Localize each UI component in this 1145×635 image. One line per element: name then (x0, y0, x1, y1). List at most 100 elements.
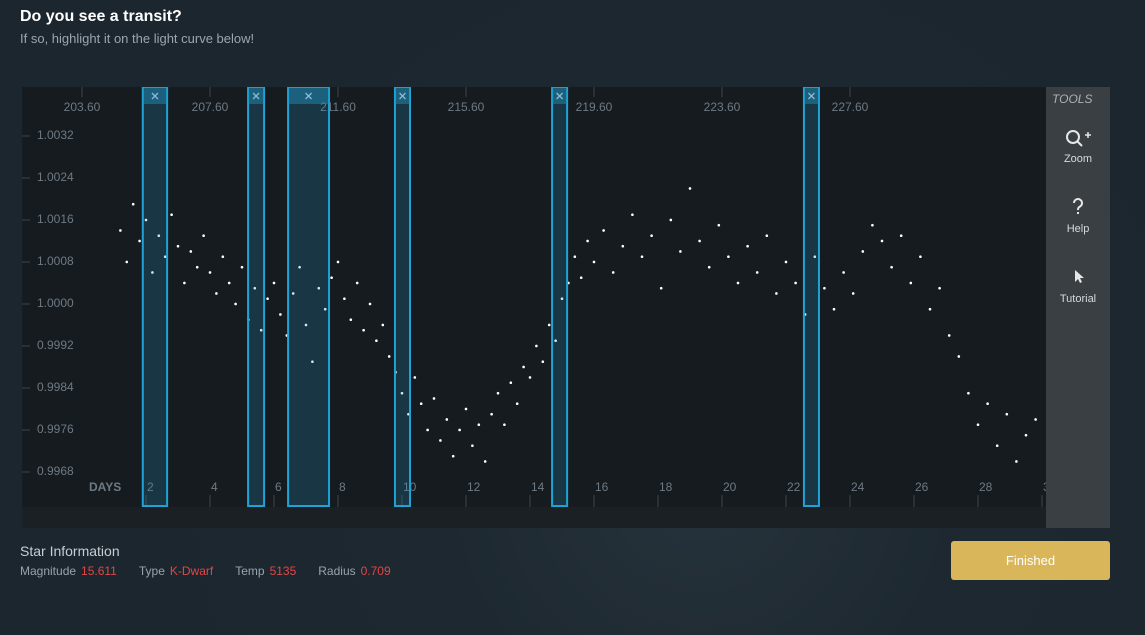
data-point (426, 428, 429, 432)
y-tick-label: 0.9976 (37, 422, 74, 436)
highlight-box (551, 87, 569, 507)
data-point (131, 202, 135, 206)
data-point (490, 412, 493, 416)
data-point (554, 339, 557, 343)
transit-highlight[interactable] (287, 87, 331, 507)
zoom-tool[interactable]: Zoom (1064, 130, 1092, 165)
transit-highlight[interactable] (247, 87, 266, 507)
data-point (611, 271, 615, 274)
field-label: Magnitude (20, 564, 77, 578)
data-point (947, 334, 951, 337)
data-point (259, 328, 263, 332)
data-point (413, 376, 417, 379)
field-label: Radius (318, 564, 356, 578)
data-point (640, 255, 644, 259)
y-tick-label: 1.0008 (37, 254, 74, 268)
finished-button[interactable]: Finished (951, 541, 1110, 580)
data-point (266, 297, 269, 301)
transit-highlight[interactable] (393, 87, 411, 507)
data-point (679, 250, 682, 253)
x2-tick-label: 227.60 (832, 100, 869, 114)
remove-icon (807, 92, 815, 100)
help-tool[interactable]: Help (1067, 198, 1090, 235)
data-point (234, 302, 237, 306)
data-point (823, 286, 826, 290)
tool-label: Zoom (1064, 153, 1092, 165)
data-point (528, 376, 532, 379)
title: Do you see a transit? (20, 8, 182, 25)
data-point (880, 239, 884, 243)
x-tick-label: 4 (211, 480, 218, 494)
data-point (317, 286, 321, 290)
x-tick-label: 18 (659, 480, 673, 494)
data-point (967, 391, 970, 395)
data-point (368, 302, 372, 306)
data-point (215, 292, 218, 295)
data-point (890, 265, 893, 269)
transit-highlight[interactable] (551, 87, 569, 507)
x-tick-label: 26 (915, 480, 929, 494)
data-point (650, 234, 653, 238)
data-point (496, 391, 500, 395)
data-point (727, 255, 730, 259)
data-point (541, 360, 545, 364)
data-point (151, 271, 154, 274)
data-point (746, 244, 749, 248)
data-point (349, 318, 353, 322)
x-tick-label: 2 (147, 480, 154, 494)
data-point (432, 397, 436, 400)
data-point (202, 234, 205, 238)
data-point (503, 423, 506, 427)
data-point (477, 423, 481, 427)
y-tick-label: 0.9984 (37, 380, 74, 394)
y-tick-label: 1.0016 (37, 212, 74, 226)
data-point (547, 323, 551, 327)
data-point (755, 271, 759, 274)
data-point (125, 260, 129, 264)
data-point (861, 250, 865, 253)
data-point (938, 286, 941, 290)
remove-icon (399, 92, 406, 100)
data-point (119, 229, 122, 232)
data-point (794, 281, 797, 285)
data-point (400, 391, 404, 395)
transit-highlight[interactable] (802, 87, 820, 507)
data-point (471, 444, 474, 448)
data-point (189, 250, 193, 253)
data-point (183, 281, 186, 285)
data-point (919, 255, 922, 259)
transit-highlight[interactable] (141, 87, 169, 507)
x-tick-label: 6 (275, 480, 282, 494)
data-point (592, 260, 596, 264)
x2-tick-label: 207.60 (192, 100, 229, 114)
data-point (323, 307, 327, 311)
data-point (483, 460, 487, 463)
data-point (813, 255, 817, 259)
x-tick-label: 14 (531, 480, 545, 494)
x2-tick-label: 215.60 (448, 100, 485, 114)
data-point (1015, 460, 1018, 463)
highlight-box (802, 87, 820, 507)
y-tick-label: 0.9992 (37, 338, 74, 352)
data-point (381, 323, 385, 327)
data-point (775, 292, 778, 295)
subtitle: If so, highlight it on the light curve b… (20, 31, 255, 46)
data-point (573, 255, 577, 259)
data-point (736, 281, 740, 285)
data-point (362, 328, 365, 332)
data-point (343, 297, 346, 301)
data-point (291, 292, 295, 295)
data-point (957, 355, 961, 358)
data-point (851, 292, 855, 295)
data-point (717, 223, 721, 227)
data-point (669, 218, 673, 222)
tutorial-tool[interactable]: Tutorial (1060, 270, 1096, 305)
data-point (871, 223, 874, 227)
field-value: 5135 (269, 564, 297, 578)
star-fields: Magnitude 15.611 Type K-Dwarf Temp 5135 Radius… (20, 564, 413, 578)
data-point (535, 344, 538, 348)
x-tick-label: 28 (979, 480, 993, 494)
data-point (707, 265, 711, 269)
data-point (688, 187, 692, 190)
